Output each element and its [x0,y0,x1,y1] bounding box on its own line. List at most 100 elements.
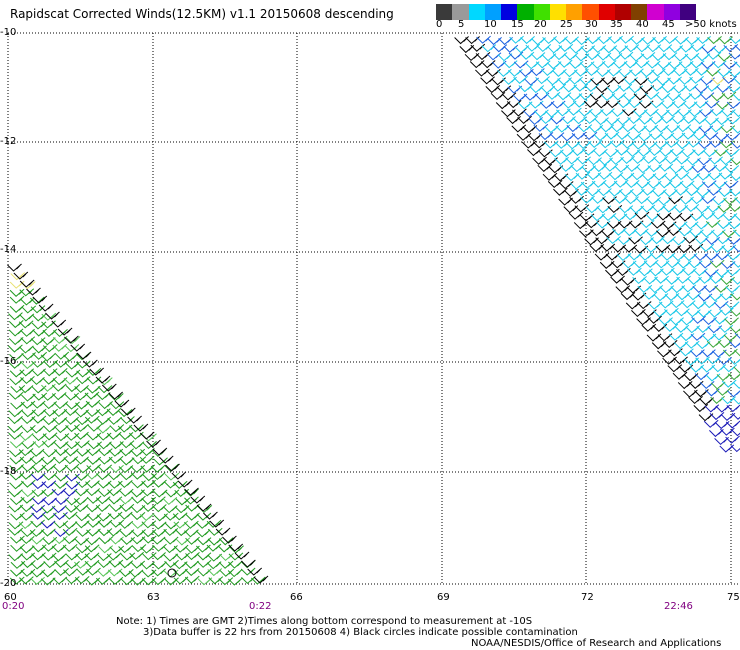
lon-label: 72 [581,592,594,603]
wind-barb [151,552,166,561]
wind-barb [546,61,562,70]
wind-barb [117,479,133,489]
wind-barb [171,471,187,480]
wind-barb [653,293,669,302]
wind-barb [57,327,73,336]
wind-barb [85,504,101,513]
wind-barb [10,384,26,394]
wind-barb [705,388,720,397]
wind-barb [621,260,637,269]
wind-barb [83,359,98,368]
wind-barb [107,472,122,481]
wind-barb [643,276,658,285]
wind-barb [519,68,534,77]
wind-barb [139,431,155,440]
wind-barb [572,99,588,108]
wind-barb [732,397,740,405]
wind-barb [664,293,680,302]
wind-barb [721,396,736,405]
wind-barb [30,400,46,409]
lat-label: -10 [0,27,17,38]
wind-barb [117,409,133,418]
wind-barb [637,148,652,157]
wind-barb [734,44,740,52]
wind-barb [129,431,144,440]
wind-barb [9,369,25,378]
wind-barb [641,173,657,182]
wind-barb [76,369,91,378]
wind-barb [10,560,26,569]
wind-barb [51,487,67,496]
wind-barb [109,464,124,473]
wind-barb [130,505,146,514]
wind-barb [700,364,716,373]
wind-barb [73,392,89,401]
wind-barb [586,188,601,197]
wind-barb [719,157,734,166]
wind-barb [184,568,200,577]
wind-barb [548,165,564,174]
wind-barb [578,108,593,117]
wind-barb [711,76,726,85]
wind-barb [578,92,594,101]
wind-barb [19,471,35,480]
wind-barb [710,244,726,253]
wind-barb [657,349,672,358]
wind-barb [21,352,36,361]
wind-barb [687,276,702,285]
wind-barb [96,568,112,577]
wind-barb [31,385,47,394]
wind-barb [655,109,670,118]
wind-barb [695,356,710,365]
wind-barb [141,479,156,488]
scale-swatch [436,4,453,20]
wind-barb [655,92,671,101]
wind-barb [658,163,674,172]
wind-barb [41,528,56,537]
wind-barb [631,292,647,301]
wind-barb [229,545,244,554]
wind-barb [636,317,651,326]
wind-barb [695,53,711,62]
wind-barb [153,513,168,522]
wind-barb [710,395,725,404]
wind-barb [558,197,573,206]
scale-swatch [679,4,696,20]
wind-barb [21,560,36,569]
wind-barb [659,132,675,141]
lon-label: 66 [290,592,303,603]
wind-barb [674,36,689,45]
note-line-2: 3)Data buffer is 22 hrs from 20150608 4)… [143,627,578,638]
wind-barb [485,85,501,94]
wind-barb [690,181,706,190]
wind-barb [638,252,654,261]
wind-barb [84,559,100,568]
wind-barb [107,496,123,505]
wind-barb [18,385,34,394]
wind-barb [502,60,518,69]
wind-barb [8,527,24,536]
wind-barb [75,401,90,410]
wind-barb [656,61,672,70]
wind-barb [65,361,80,370]
wind-barb [29,448,45,457]
wind-barb [659,148,674,157]
wind-barb [719,292,735,301]
wind-barb [140,488,156,497]
wind-barb [722,213,738,222]
scale-swatch [598,4,615,20]
wind-barb [576,140,592,149]
wind-barb [618,51,634,60]
wind-barb [174,488,190,497]
wind-barb [686,309,701,318]
wind-barb [579,229,594,238]
wind-barb [616,117,631,126]
wind-barb [118,496,134,505]
wind-barb [712,45,728,54]
wind-barb [683,373,699,382]
wind-barb [682,101,698,110]
wind-barb [51,392,67,401]
wind-barb [590,213,606,222]
wind-barb [712,197,727,206]
